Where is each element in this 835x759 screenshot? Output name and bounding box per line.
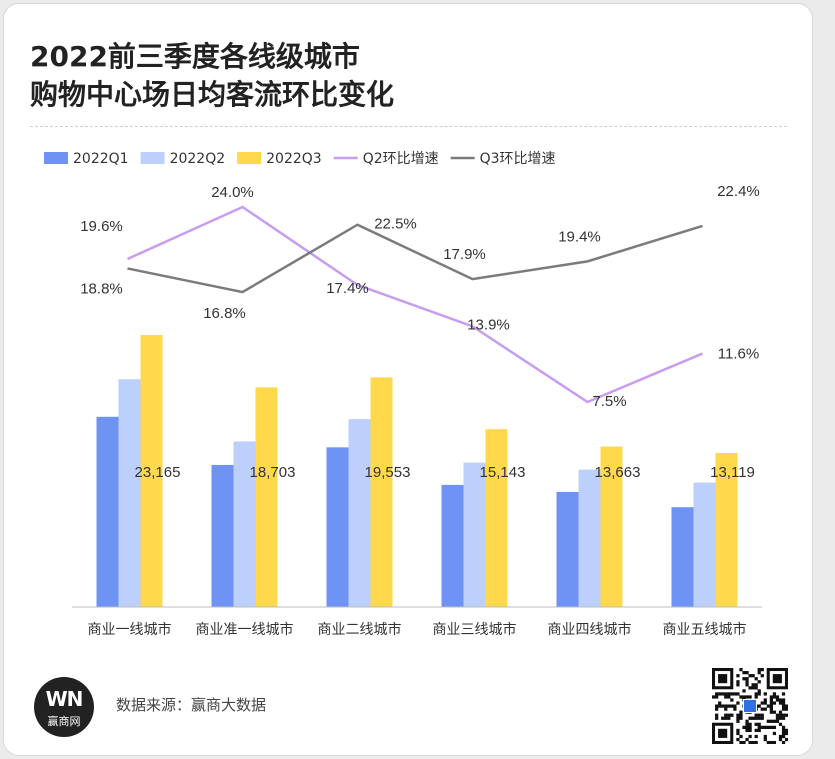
brand-logo-mark: WN: [45, 687, 84, 711]
q2-line-label-5: 7.5%: [592, 393, 626, 410]
x-tick-label-4: 商业三线城市: [433, 621, 517, 638]
bar-3-2: [255, 387, 278, 607]
bar-1-2: [211, 464, 234, 607]
q2-line-label-2: 24.0%: [211, 184, 254, 201]
bar-2-4: [463, 462, 486, 607]
chart-title: 2022前三季度各线级城市 购物中心场日均客流环比变化: [30, 38, 394, 114]
bar-3-5: [600, 446, 623, 607]
q2-line-label-1: 19.6%: [80, 218, 123, 235]
bar-3-6: [715, 452, 738, 607]
legend-swatch-2: [140, 152, 165, 164]
bar-1-5: [556, 491, 579, 607]
bar-label-6: 13,119: [710, 464, 755, 481]
q3-line-label-3: 22.5%: [374, 216, 417, 233]
legend-label-3: 2022Q3: [266, 151, 322, 167]
q2-line-label-3: 17.4%: [326, 280, 369, 297]
bar-label-1: 23,165: [135, 464, 181, 481]
bar-3-1: [140, 335, 163, 607]
bar-1-1: [96, 416, 119, 607]
brand-logo-name: 赢商网: [47, 715, 81, 728]
bar-2-6: [693, 482, 716, 607]
bar-label-5: 13,663: [595, 464, 641, 481]
legend-label-2: 2022Q2: [170, 151, 226, 167]
chart-title-line-1: 2022前三季度各线级城市: [30, 40, 360, 73]
bar-label-4: 15,143: [480, 464, 526, 481]
x-tick-label-3: 商业二线城市: [318, 621, 402, 638]
legend-label-1: 2022Q1: [73, 151, 129, 167]
chart-title-line-2: 购物中心场日均客流环比变化: [30, 78, 395, 111]
bar-1-6: [671, 507, 694, 607]
q2-line-label-6: 11.6%: [718, 346, 759, 363]
data-source: 数据来源：赢商大数据: [116, 696, 267, 714]
x-tick-label-1: 商业一线城市: [88, 621, 172, 638]
legend-swatch-1: [44, 152, 68, 164]
x-tick-label-2: 商业准一线城市: [196, 621, 294, 638]
q3-line-label-2: 16.8%: [203, 305, 246, 322]
title-divider: [30, 126, 787, 127]
bar-2-5: [578, 469, 601, 607]
qr-code-icon: [712, 668, 788, 744]
bar-3-4: [485, 429, 508, 607]
bar-label-2: 18,703: [250, 464, 296, 481]
bar-1-4: [441, 484, 464, 607]
x-tick-label-5: 商业四线城市: [548, 621, 632, 638]
line-series-1: [126, 205, 703, 404]
x-tick-label-6: 商业五线城市: [663, 621, 747, 638]
bar-1-3: [326, 447, 349, 607]
legend-label-5: Q3环比增速: [480, 151, 556, 167]
bar-label-3: 19,553: [365, 464, 411, 481]
bar-2-3: [348, 419, 371, 607]
bar-2-1: [118, 379, 141, 607]
q3-line-label-6: 22.4%: [717, 183, 760, 200]
legend-label-4: Q2环比增速: [363, 151, 439, 167]
q3-line-label-1: 18.8%: [80, 280, 123, 297]
line-series-2: [127, 223, 703, 294]
q2-line-label-4: 13.9%: [467, 316, 510, 333]
legend-swatch-3: [237, 152, 262, 164]
bar-3-3: [370, 377, 393, 607]
brand-logo: WN 赢商网: [34, 677, 94, 737]
q3-line-label-4: 17.9%: [443, 246, 486, 263]
bar-2-2: [233, 441, 256, 607]
q3-line-label-5: 19.4%: [558, 228, 601, 245]
